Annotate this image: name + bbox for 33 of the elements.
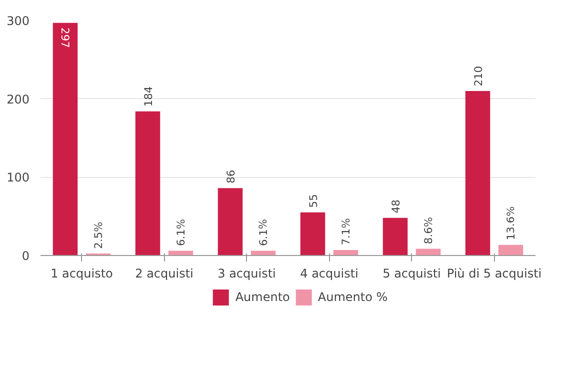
y-tick-label: 300 xyxy=(6,14,30,28)
x-tick-label: 4 acquisti xyxy=(300,266,358,280)
data-label: 6.1% xyxy=(256,218,270,246)
bar xyxy=(300,212,326,256)
x-tick-label: Più di 5 acquisti xyxy=(446,266,542,280)
data-label: 13.6% xyxy=(504,206,518,240)
data-label: 55 xyxy=(306,194,320,208)
bar xyxy=(498,244,524,256)
y-tick-label: 0 xyxy=(22,249,30,263)
data-label: 184 xyxy=(142,86,155,107)
legend-label: Aumento xyxy=(235,290,290,304)
bar xyxy=(465,91,490,256)
data-label: 86 xyxy=(224,170,238,184)
bar xyxy=(168,250,194,256)
bar xyxy=(382,218,408,256)
legend-label: Aumento % xyxy=(318,290,388,304)
data-label: 8.6% xyxy=(422,216,435,244)
data-label: 7.1% xyxy=(339,218,352,246)
x-tick-label: 1 acquisto xyxy=(50,266,113,280)
data-label: 297 xyxy=(58,28,72,48)
bar xyxy=(135,111,160,256)
y-tick-label: 200 xyxy=(6,92,30,106)
x-tick-label: 2 acquisti xyxy=(135,266,194,280)
data-label: 6.1% xyxy=(174,218,188,246)
x-tick-label: 3 acquisti xyxy=(218,266,276,280)
data-label: 2.5% xyxy=(92,222,105,249)
y-tick-label: 100 xyxy=(6,170,30,185)
bar xyxy=(218,188,243,256)
data-label: 210 xyxy=(472,66,485,86)
bar xyxy=(52,22,78,256)
data-label: 48 xyxy=(389,199,402,214)
bar xyxy=(250,250,276,256)
x-tick-label: 5 acquisti xyxy=(382,266,441,280)
